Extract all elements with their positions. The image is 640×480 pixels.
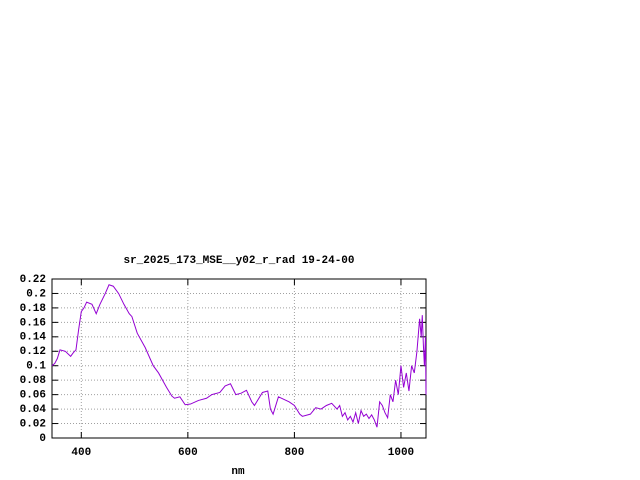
y-tick-label: 0.12	[20, 346, 46, 358]
chart-title: sr_2025_173_MSE__y02_r_rad 19-24-00	[123, 255, 354, 267]
y-tick-label: 0.16	[20, 317, 46, 329]
x-axis-label: nm	[231, 466, 245, 478]
plot-frame	[51, 278, 427, 439]
y-tick-label: 0.22	[20, 274, 46, 286]
y-tick-label: 0	[39, 433, 46, 445]
y-tick-label: 0.14	[20, 332, 47, 344]
y-tick-label: 0.02	[20, 418, 46, 430]
data-line	[51, 284, 427, 428]
x-tick-label: 600	[178, 447, 198, 459]
y-tick-label: 0.1	[26, 361, 46, 373]
y-tick-label: 0.08	[20, 375, 47, 387]
x-tick-label: 1000	[388, 447, 414, 459]
x-tick-label: 800	[285, 447, 305, 459]
x-tick-label: 400	[71, 447, 91, 459]
y-tick-label: 0.04	[20, 404, 47, 416]
y-tick-label: 0.18	[20, 303, 47, 315]
y-tick-label: 0.06	[20, 390, 46, 402]
y-tick-label: 0.2	[26, 288, 46, 300]
